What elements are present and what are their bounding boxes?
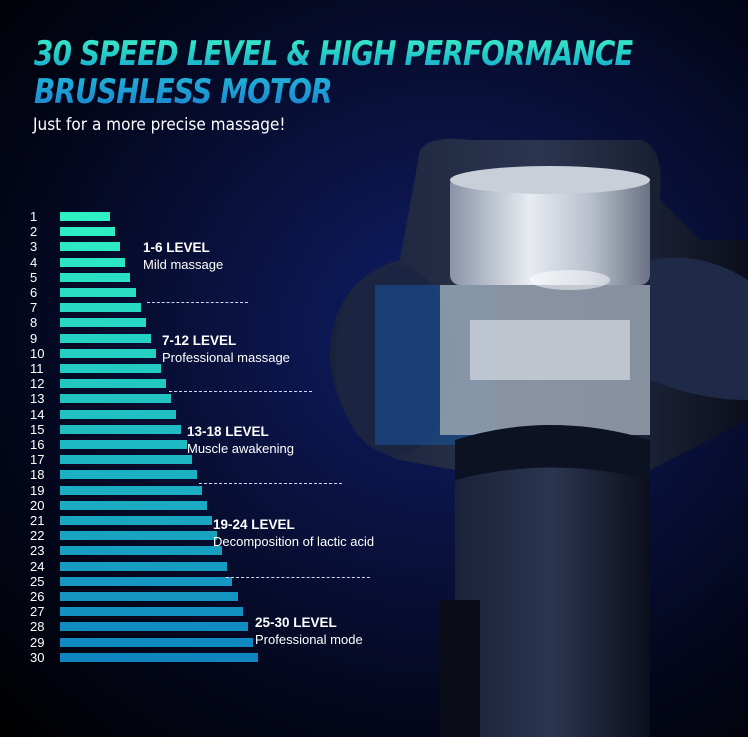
level-bar bbox=[60, 257, 126, 267]
level-bar bbox=[60, 561, 228, 571]
group-desc: Muscle awakening bbox=[187, 441, 294, 456]
level-number: 26 bbox=[30, 589, 45, 604]
level-number: 6 bbox=[30, 285, 38, 300]
level-bar bbox=[60, 455, 192, 465]
level-number: 4 bbox=[30, 254, 38, 270]
group-label-5: 25-30 LEVEL Professional mode bbox=[255, 615, 363, 647]
divider bbox=[226, 577, 370, 578]
headline-line-1: 30 SPEED LEVEL & HIGH PERFORMANCE bbox=[34, 34, 634, 74]
group-range: 19-24 LEVEL bbox=[213, 517, 295, 532]
level-bar bbox=[60, 242, 121, 252]
level-number: 27 bbox=[30, 604, 45, 620]
level-bar bbox=[60, 424, 182, 434]
divider bbox=[169, 391, 312, 392]
level-bar bbox=[60, 652, 258, 662]
group-range: 25-30 LEVEL bbox=[255, 615, 337, 630]
group-range: 13-18 LEVEL bbox=[187, 424, 269, 439]
level-bar bbox=[60, 576, 233, 586]
level-number: 9 bbox=[30, 330, 38, 346]
level-number: 28 bbox=[30, 619, 45, 635]
level-number: 23 bbox=[30, 543, 45, 559]
group-desc: Decomposition of lactic acid bbox=[213, 534, 375, 549]
divider bbox=[147, 302, 248, 303]
level-number: 24 bbox=[30, 558, 45, 574]
level-number: 17 bbox=[30, 452, 45, 468]
group-desc: Professional mode bbox=[255, 632, 363, 647]
level-number: 13 bbox=[30, 391, 45, 407]
level-number: 11 bbox=[30, 361, 44, 376]
level-number: 20 bbox=[30, 497, 45, 513]
level-bar bbox=[60, 531, 218, 541]
level-number: 16 bbox=[30, 437, 45, 452]
level-number: 5 bbox=[30, 269, 38, 285]
level-bar bbox=[60, 546, 223, 556]
level-bar bbox=[60, 470, 197, 480]
level-number: 22 bbox=[30, 528, 45, 544]
group-label-4: 19-24 LEVEL Decomposition of lactic acid bbox=[213, 517, 374, 549]
level-bar bbox=[60, 516, 212, 525]
level-bar bbox=[60, 303, 141, 313]
level-number: 21 bbox=[30, 513, 45, 528]
level-number: 14 bbox=[30, 406, 45, 422]
level-bar bbox=[60, 272, 131, 282]
level-bar bbox=[60, 622, 248, 632]
level-number: 3 bbox=[30, 239, 38, 255]
level-bar bbox=[60, 500, 207, 510]
level-bar bbox=[60, 379, 167, 389]
level-bar bbox=[60, 592, 238, 601]
level-bar bbox=[60, 607, 243, 617]
level-bar bbox=[60, 318, 146, 328]
level-bar bbox=[60, 409, 177, 419]
level-bar bbox=[60, 637, 253, 647]
level-number: 1 bbox=[30, 209, 38, 224]
level-number: 25 bbox=[30, 573, 45, 589]
group-label-1: 1-6 LEVEL Mild massage bbox=[143, 240, 223, 272]
group-desc: Mild massage bbox=[143, 257, 224, 272]
level-number: 30 bbox=[30, 649, 45, 665]
group-range: 7-12 LEVEL bbox=[162, 333, 237, 348]
level-bar bbox=[60, 288, 136, 297]
group-label-3: 13-18 LEVEL Muscle awakening bbox=[187, 424, 294, 456]
group-desc: Professional massage bbox=[162, 350, 290, 365]
level-bar bbox=[60, 227, 116, 237]
level-number: 15 bbox=[30, 421, 45, 437]
level-bar bbox=[60, 348, 156, 358]
headline-line-2: BRUSHLESS MOTOR bbox=[34, 72, 333, 112]
group-label-2: 7-12 LEVEL Professional massage bbox=[162, 333, 290, 365]
group-range: 1-6 LEVEL bbox=[143, 240, 210, 255]
level-bar bbox=[60, 212, 110, 221]
level-number: 18 bbox=[30, 467, 45, 483]
level-number: 12 bbox=[30, 376, 45, 392]
subtitle: Just for a more precise massage! bbox=[33, 115, 286, 135]
level-bar bbox=[60, 333, 151, 343]
level-number: 8 bbox=[30, 315, 38, 331]
level-number: 2 bbox=[30, 224, 38, 240]
level-number: 29 bbox=[30, 634, 45, 650]
level-bar bbox=[60, 485, 202, 495]
level-bar bbox=[60, 440, 187, 449]
level-number: 10 bbox=[30, 345, 45, 361]
level-bar bbox=[60, 364, 161, 373]
divider bbox=[199, 483, 342, 484]
level-bar bbox=[60, 394, 172, 404]
level-number: 7 bbox=[30, 300, 38, 316]
level-number: 19 bbox=[30, 482, 45, 498]
